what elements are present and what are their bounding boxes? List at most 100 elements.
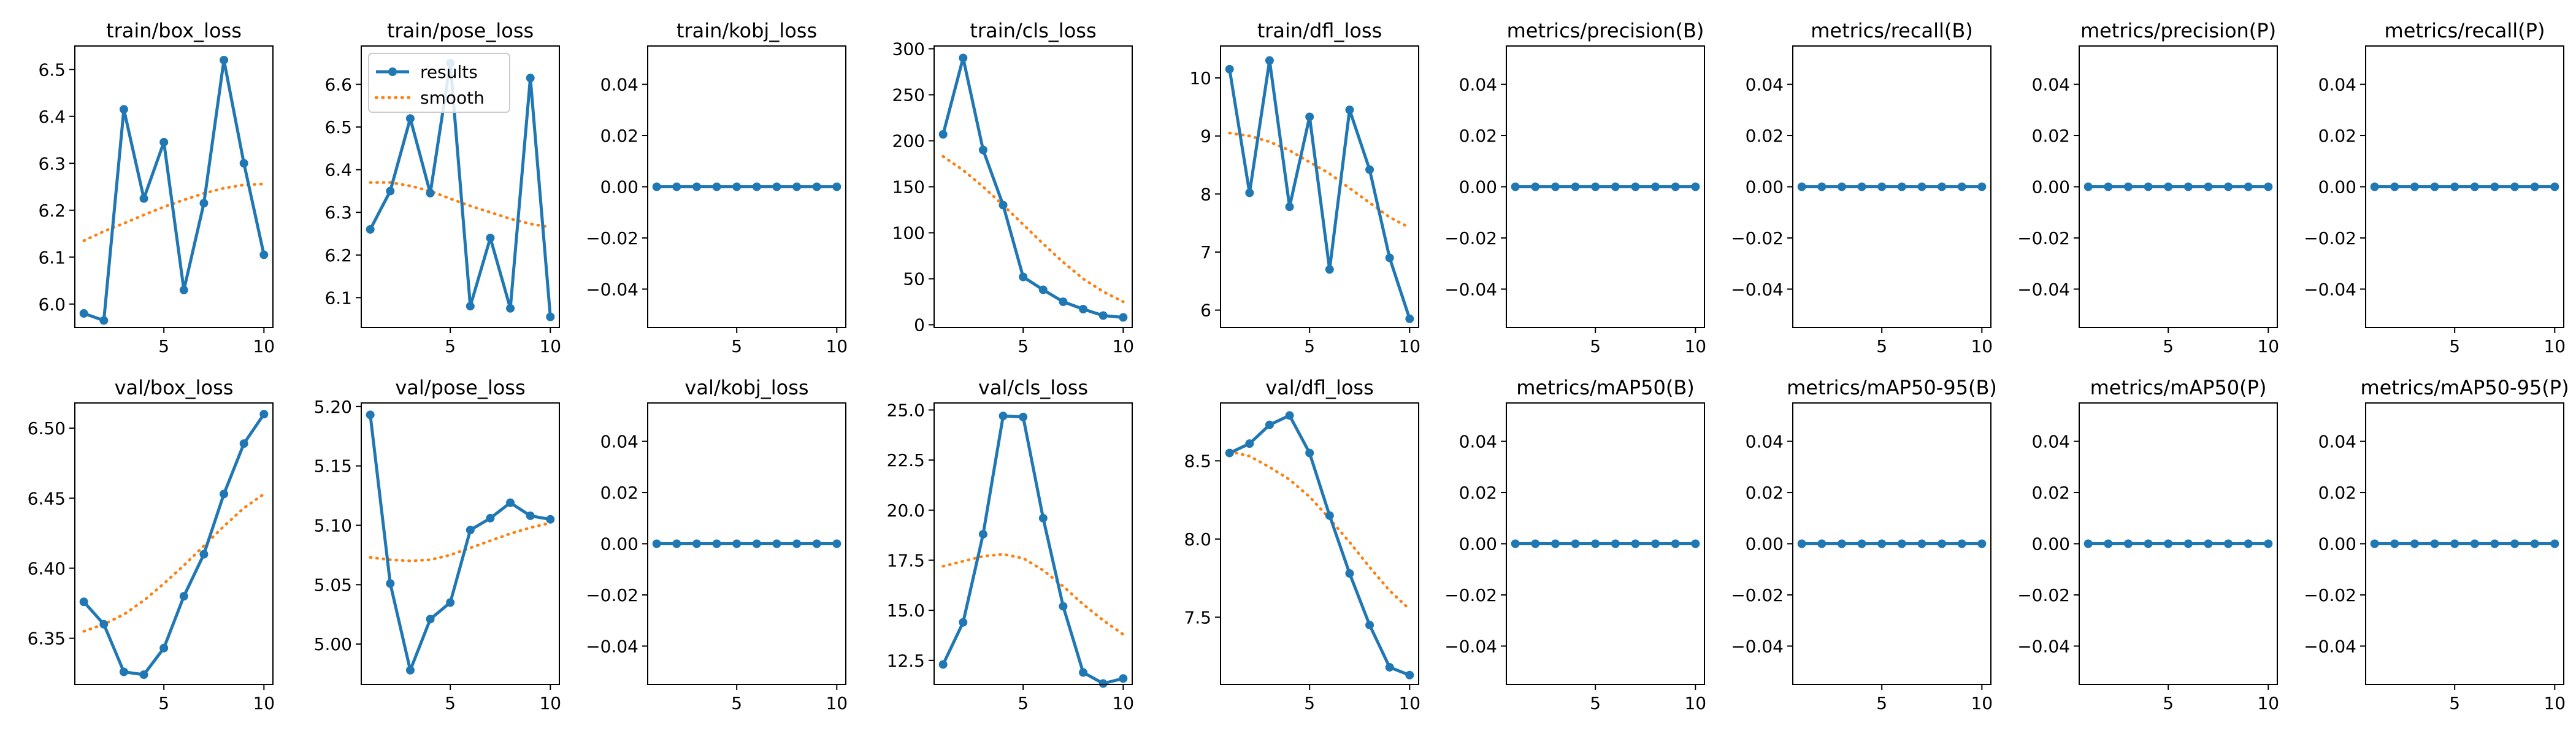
subplot-title: val/pose_loss	[395, 376, 525, 399]
y-tick-label: 0.04	[1459, 75, 1497, 95]
y-tick-label: 8.0	[1184, 529, 1211, 550]
results-point	[1365, 165, 1374, 174]
results-point	[2510, 539, 2520, 548]
smooth-series-line	[369, 521, 552, 562]
y-tick-label: 50	[903, 269, 925, 289]
y-tick-label: 6.45	[28, 488, 66, 508]
x-tick-label: 5	[445, 336, 456, 356]
results-point	[1405, 670, 1414, 680]
y-tick-label: 10	[1189, 68, 1211, 88]
y-tick-label: 0.00	[1746, 534, 1784, 554]
subplot-metrics-recall-p: metrics/recall(P) 5 10 0.04 0.02 0.00 −0.02 −0.…	[2304, 19, 2566, 356]
results-point	[1225, 448, 1234, 458]
subplot-title: metrics/mAP50-95(P)	[2360, 376, 2569, 399]
results-point	[652, 182, 661, 191]
axes-frame	[2079, 45, 2278, 328]
results-point	[179, 592, 188, 601]
results-point	[1651, 539, 1660, 548]
results-point	[99, 619, 109, 629]
x-tick-label: 10	[1112, 336, 1134, 356]
results-point	[792, 539, 802, 548]
results-point	[179, 285, 188, 294]
y-tick-label: 6.4	[38, 107, 66, 127]
results-point	[1571, 182, 1580, 191]
results-point	[2450, 182, 2459, 191]
results-point	[1038, 285, 1048, 294]
subplot-metrics-precision-p: metrics/precision(P) 5 10 0.04 0.02 0.00 −0.02…	[2017, 19, 2279, 356]
y-tick-label: 6.5	[324, 117, 352, 137]
results-point	[1059, 602, 1068, 611]
results-point	[2430, 539, 2439, 548]
subplot-title: metrics/mAP50-95(B)	[1787, 376, 1997, 399]
y-tick-label: 0.04	[2032, 432, 2070, 452]
y-tick-label: −0.02	[2017, 228, 2070, 248]
results-point	[1837, 539, 1846, 548]
results-series-line	[941, 56, 1124, 319]
results-point	[366, 410, 375, 420]
x-tick-label: 5	[731, 336, 742, 356]
legend: results smooth	[368, 53, 510, 113]
x-tick-label: 10	[2543, 693, 2566, 713]
results-point	[2410, 539, 2419, 548]
y-tick-label: 6.1	[324, 288, 352, 308]
axes-frame	[1792, 45, 1991, 328]
results-point	[999, 412, 1008, 421]
results-point	[1285, 411, 1294, 420]
results-point	[1897, 182, 1906, 191]
results-point	[2510, 182, 2520, 191]
results-point	[199, 199, 209, 208]
results-point	[79, 597, 88, 607]
results-point	[2144, 539, 2153, 548]
results-point	[466, 526, 475, 535]
results-point	[2264, 539, 2273, 548]
results-point	[2490, 182, 2499, 191]
axes-frame	[74, 402, 274, 685]
results-point	[1079, 668, 1088, 677]
y-tick-label: −0.02	[1731, 228, 1784, 248]
results-point	[2104, 539, 2113, 548]
results-point	[1265, 56, 1274, 65]
results-point	[426, 188, 435, 197]
y-tick-label: 7.5	[1184, 607, 1211, 627]
results-point	[79, 309, 88, 318]
y-tick-label: 6.5	[38, 59, 66, 80]
results-point	[139, 670, 148, 680]
results-point	[1797, 182, 1806, 191]
subplot-train-pose-loss: train/pose_loss 5 10 6.1 6.2 6.3 6.4 6.5 6.6 resu…	[324, 19, 561, 356]
axes-frame	[647, 45, 846, 328]
y-tick-label: 6.35	[28, 629, 66, 649]
y-tick-label: 5.05	[314, 575, 352, 595]
results-point	[546, 312, 555, 321]
x-tick-label: 5	[2449, 336, 2460, 356]
subplot-title: train/cls_loss	[970, 19, 1096, 42]
results-point	[506, 304, 515, 313]
y-tick-label: 6.6	[324, 75, 352, 95]
x-tick-label: 10	[253, 336, 275, 356]
y-tick-label: 22.5	[887, 450, 925, 470]
axes-frame	[2079, 402, 2278, 685]
results-point	[220, 489, 229, 499]
x-tick-label: 5	[1876, 693, 1887, 713]
axes-frame	[933, 45, 1133, 328]
subplot-val-pose-loss: val/pose_loss 5 10 5.00 5.05 5.10 5.15 5.20	[314, 376, 561, 713]
results-point	[2470, 182, 2479, 191]
subplot-title: train/box_loss	[106, 19, 242, 42]
y-tick-label: −0.02	[1731, 585, 1784, 605]
y-tick-label: 8	[1200, 184, 1211, 204]
y-tick-label: 5.00	[314, 634, 352, 654]
axes-frame	[2365, 402, 2564, 685]
results-point	[1938, 539, 1947, 548]
y-tick-label: 0.02	[2032, 126, 2070, 146]
results-point	[159, 137, 169, 147]
subplot-title: val/box_loss	[115, 376, 234, 399]
y-tick-label: 6.3	[38, 153, 66, 174]
subplot-title: metrics/mAP50(P)	[2090, 376, 2267, 399]
results-point	[2530, 539, 2539, 548]
smooth-series-line	[369, 181, 552, 229]
results-point	[1797, 539, 1806, 548]
results-point	[1897, 539, 1906, 548]
x-tick-label: 10	[539, 693, 561, 713]
results-point	[1917, 539, 1926, 548]
results-point	[1098, 679, 1108, 688]
results-point	[1611, 539, 1620, 548]
